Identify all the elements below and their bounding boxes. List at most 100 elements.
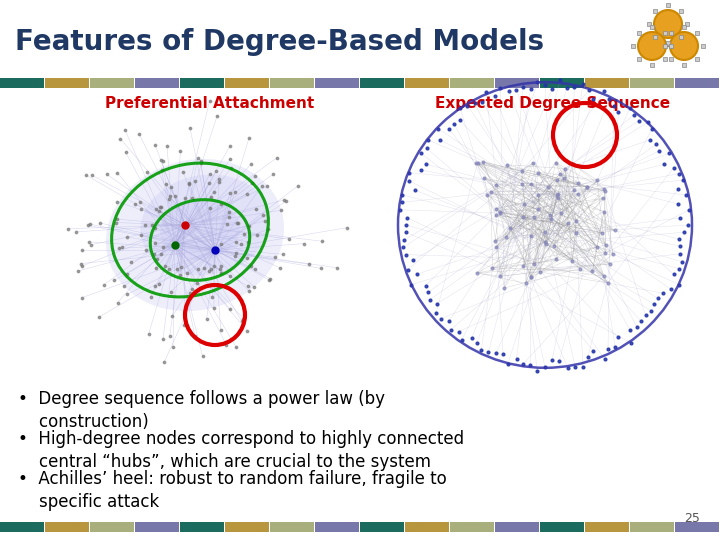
Point: [209, 261, 220, 270]
Point: [421, 144, 433, 152]
Point: [133, 130, 145, 138]
Point: [423, 288, 434, 297]
Point: [111, 215, 122, 224]
Bar: [647, 22, 651, 26]
Point: [216, 200, 228, 208]
Point: [472, 159, 483, 167]
Bar: [360, 78, 404, 88]
Point: [673, 169, 685, 178]
Point: [274, 264, 286, 272]
Point: [151, 255, 163, 264]
Point: [502, 360, 513, 368]
Point: [633, 116, 644, 125]
Point: [225, 155, 236, 164]
Point: [400, 221, 412, 230]
Point: [588, 95, 599, 104]
Point: [204, 170, 215, 178]
Point: [223, 212, 235, 221]
Point: [224, 189, 235, 198]
Point: [179, 194, 191, 202]
Point: [230, 238, 242, 247]
Point: [141, 168, 153, 177]
Text: 25: 25: [684, 512, 700, 525]
Point: [672, 200, 684, 208]
Point: [86, 240, 97, 249]
Point: [602, 345, 613, 353]
Text: Expected Degree Sequence: Expected Degree Sequence: [435, 96, 670, 111]
Point: [163, 265, 174, 274]
Point: [277, 250, 289, 259]
Point: [466, 334, 477, 342]
Point: [155, 203, 166, 212]
Point: [678, 228, 690, 237]
Point: [678, 176, 689, 185]
Point: [554, 76, 566, 85]
Bar: [270, 522, 314, 532]
Point: [148, 249, 159, 258]
Point: [112, 298, 123, 307]
Point: [140, 246, 152, 254]
Point: [94, 219, 106, 227]
Point: [396, 190, 408, 199]
Bar: [669, 44, 673, 48]
Point: [341, 223, 353, 232]
Point: [542, 183, 554, 191]
Text: •  High-degree nodes correspond to highly connected
    central “hubs”, which ar: • High-degree nodes correspond to highly…: [18, 430, 464, 471]
Point: [490, 91, 501, 100]
Point: [596, 228, 608, 237]
Point: [675, 242, 686, 251]
Point: [577, 80, 588, 89]
Point: [224, 141, 235, 150]
Point: [225, 271, 236, 280]
Bar: [45, 522, 89, 532]
Bar: [682, 63, 686, 67]
Point: [518, 200, 529, 209]
Point: [166, 312, 178, 320]
Point: [164, 332, 176, 340]
Point: [195, 158, 207, 167]
Point: [613, 107, 624, 116]
Point: [470, 159, 482, 168]
Point: [527, 159, 539, 167]
Point: [397, 198, 408, 207]
Point: [408, 256, 419, 265]
Bar: [666, 3, 670, 7]
Point: [275, 206, 287, 214]
Bar: [682, 25, 686, 29]
Point: [539, 363, 551, 372]
Point: [588, 346, 599, 355]
Point: [479, 174, 490, 183]
Bar: [650, 25, 654, 29]
Point: [163, 195, 174, 204]
Point: [117, 243, 128, 252]
Point: [500, 232, 512, 241]
Point: [495, 208, 506, 217]
Point: [315, 264, 327, 273]
Point: [224, 305, 235, 313]
Point: [118, 282, 130, 291]
Point: [235, 240, 247, 248]
Point: [490, 211, 502, 220]
Point: [647, 124, 658, 133]
Point: [238, 314, 249, 323]
Bar: [663, 57, 667, 62]
Point: [665, 285, 677, 294]
Point: [482, 348, 494, 356]
Point: [675, 249, 686, 258]
Bar: [405, 78, 449, 88]
Point: [155, 250, 166, 259]
Point: [84, 220, 96, 228]
Point: [599, 87, 611, 96]
Point: [485, 187, 497, 196]
Point: [503, 86, 515, 95]
Bar: [495, 522, 539, 532]
Point: [533, 191, 544, 199]
Point: [582, 353, 593, 361]
Point: [243, 134, 255, 143]
Point: [551, 255, 562, 264]
Point: [80, 171, 91, 179]
Point: [505, 224, 516, 233]
Point: [562, 219, 574, 228]
Point: [554, 169, 566, 178]
Point: [445, 326, 456, 334]
